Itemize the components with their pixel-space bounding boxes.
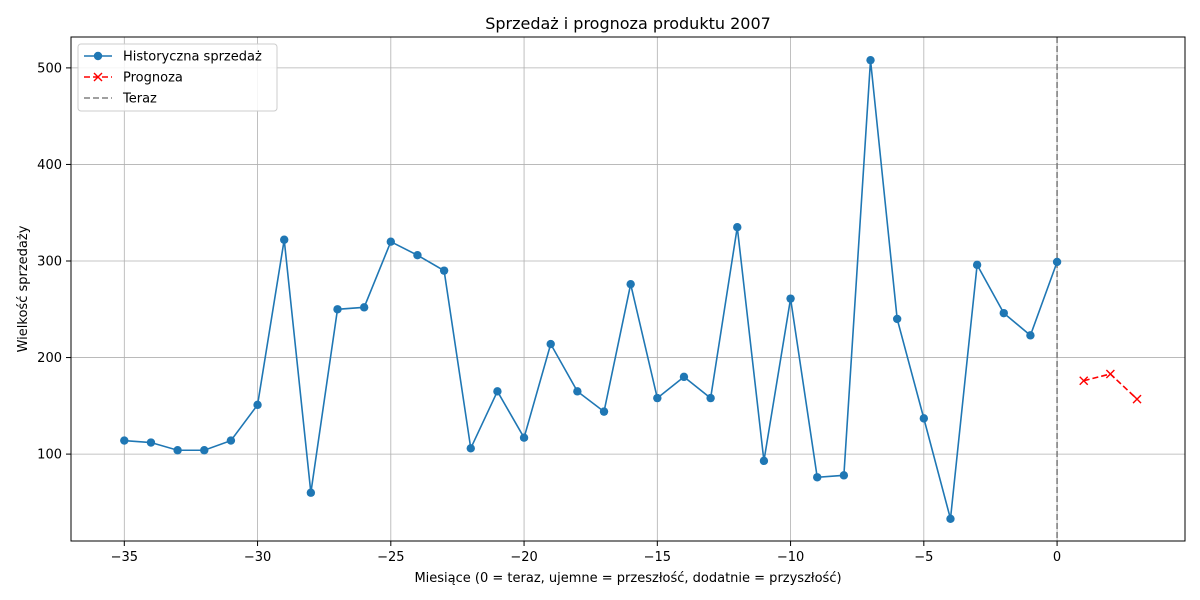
forecast-point-stroke	[1132, 394, 1142, 404]
history-point	[599, 407, 609, 416]
x-tick-label: −30	[244, 550, 271, 565]
y-tick-label: 200	[37, 351, 62, 366]
history-point	[386, 237, 396, 246]
legend-label: Historyczna sprzedaż	[123, 50, 262, 65]
history-point	[706, 393, 715, 403]
legend-entry: Prognoza	[84, 71, 183, 86]
history-point	[146, 438, 156, 447]
y-tick-label: 300	[37, 255, 62, 270]
forecast-point	[1079, 376, 1089, 386]
history-point	[733, 223, 742, 232]
legend-marker	[93, 51, 103, 61]
x-tick-label: −15	[644, 550, 671, 565]
legend-entry: Historyczna sprzedaż	[84, 50, 262, 65]
history-point	[679, 372, 689, 382]
history-point	[813, 473, 822, 482]
forecast-point	[1132, 394, 1142, 404]
history-line	[124, 60, 1058, 519]
x-tick-label: −35	[111, 550, 138, 565]
history-point	[466, 444, 475, 453]
x-tick-label: −20	[510, 550, 537, 565]
chart-title: Sprzedaż i prognoza produktu 2007	[485, 14, 771, 33]
history-point	[919, 414, 929, 423]
history-point	[413, 251, 422, 260]
x-axis-ticks: −35 −30 −25 −20 −15 −10 −5 0	[111, 541, 1061, 565]
x-tick-label: −10	[777, 550, 804, 565]
history-point	[866, 55, 875, 65]
x-tick-label: 0	[1053, 550, 1061, 565]
history-point	[759, 456, 769, 466]
series	[120, 55, 1142, 523]
history-point	[839, 471, 849, 480]
forecast-point	[1105, 369, 1115, 379]
history-point	[1026, 331, 1035, 340]
history-point	[1052, 257, 1062, 267]
y-axis-ticks: 100 200 300 400 500	[37, 61, 71, 463]
legend-entry: Teraz	[84, 92, 157, 107]
history-point	[333, 305, 342, 314]
y-tick-label: 100	[37, 448, 62, 463]
history-point	[519, 433, 529, 442]
history-point	[493, 387, 502, 396]
history-point	[573, 387, 582, 396]
x-axis-label: Miesiące (0 = teraz, ujemne = przeszłość…	[414, 571, 841, 586]
history-point	[200, 446, 209, 455]
history-point	[653, 393, 662, 403]
history-point	[972, 260, 982, 270]
history-point	[892, 314, 902, 324]
history-point	[626, 279, 635, 289]
history-point	[439, 266, 449, 275]
history-point	[173, 446, 182, 455]
forecast-point-stroke	[1079, 376, 1089, 386]
y-axis-label: Wielkość sprzedaży	[16, 225, 31, 352]
legend-marker	[93, 72, 103, 82]
x-tick-label: −5	[914, 550, 933, 565]
y-tick-label: 500	[37, 61, 62, 76]
legend-label: Prognoza	[123, 71, 183, 86]
history-point	[946, 514, 955, 523]
history-point	[280, 235, 289, 244]
x-tick-label: −25	[377, 550, 404, 565]
history-point	[999, 308, 1008, 318]
history-point	[120, 436, 129, 445]
history-point	[359, 303, 369, 312]
history-point	[546, 339, 555, 349]
history-point	[786, 294, 795, 303]
legend-box	[77, 43, 278, 112]
forecast-point-stroke	[1105, 369, 1115, 379]
history-point	[306, 488, 316, 497]
history-point	[226, 436, 236, 445]
y-tick-label: 400	[37, 158, 62, 173]
legend-label: Teraz	[122, 92, 157, 107]
legend: Historyczna sprzedaż Prognoza Teraz	[77, 43, 278, 112]
history-point	[253, 400, 262, 410]
plot-frame	[70, 36, 1186, 542]
